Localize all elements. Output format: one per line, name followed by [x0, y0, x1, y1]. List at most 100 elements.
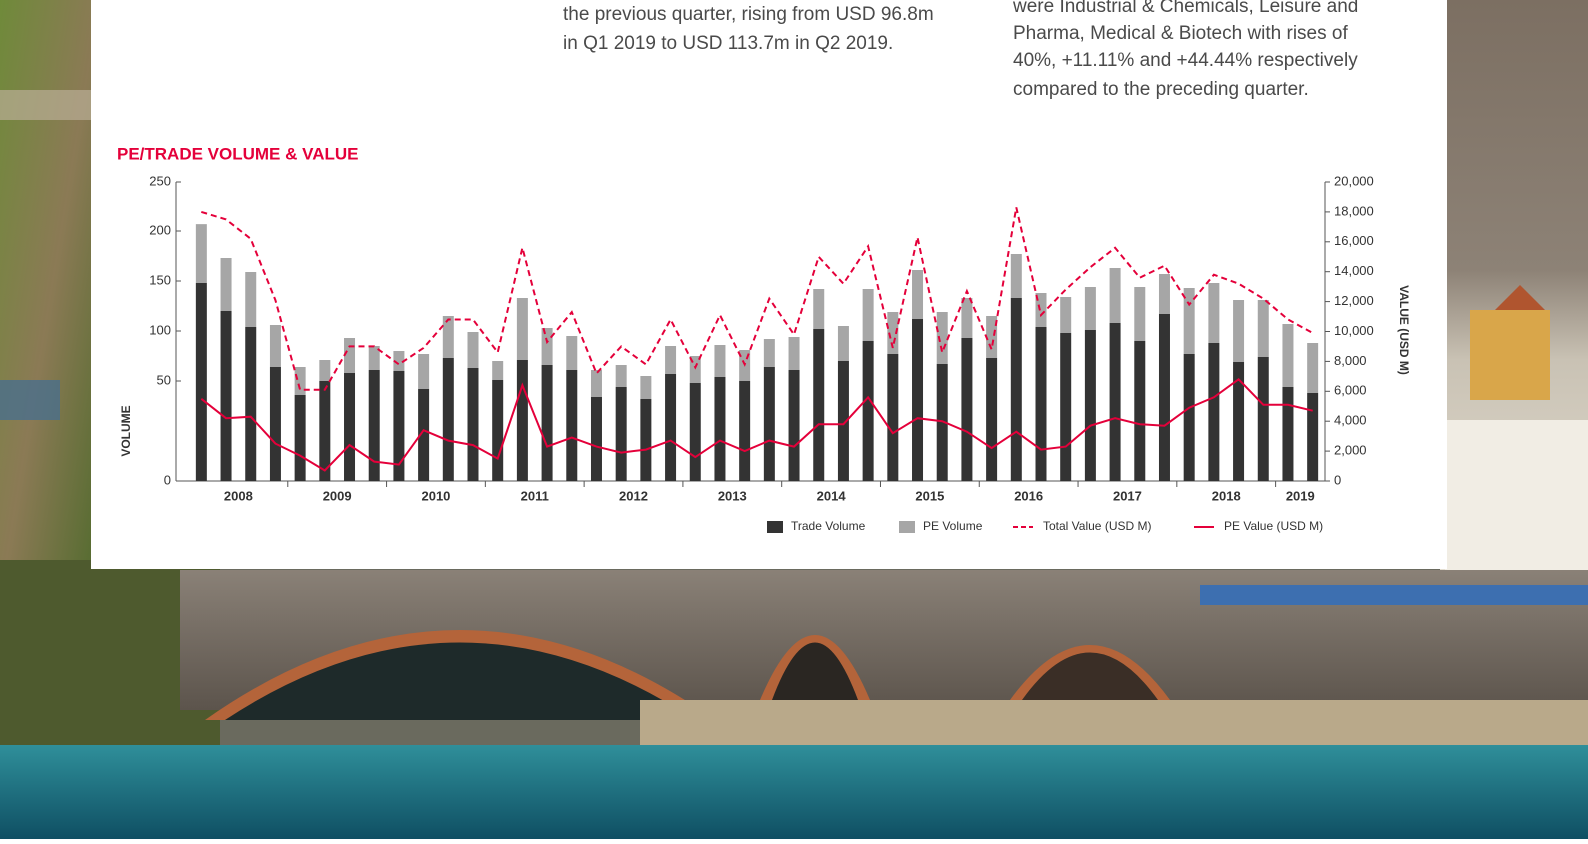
bar [1282, 324, 1293, 387]
bar [468, 368, 479, 481]
y-tick-label: 100 [149, 322, 171, 337]
y-tick-label: 200 [149, 222, 171, 237]
bar [591, 370, 602, 397]
legend-label: PE Volume [923, 519, 983, 533]
bar [1060, 333, 1071, 481]
bar [986, 358, 997, 481]
bar [1233, 300, 1244, 362]
y2-tick-label: 8,000 [1334, 353, 1367, 368]
bar [295, 395, 306, 481]
bar [517, 298, 528, 360]
bar [714, 345, 725, 377]
bar [961, 298, 972, 338]
bar [369, 370, 380, 481]
y2-tick-label: 16,000 [1334, 233, 1374, 248]
y-axis-title: VOLUME [119, 405, 133, 456]
bar [912, 270, 923, 319]
bar [344, 338, 355, 373]
body-text: the previous quarter, rising from USD 96… [563, 4, 934, 25]
bar [270, 367, 281, 481]
bar [221, 258, 232, 311]
sea [0, 745, 1588, 839]
chart-title: PE/TRADE VOLUME & VALUE [117, 144, 358, 163]
body-text: 40%, +11.11% and +44.44% respectively [1013, 50, 1358, 71]
x-tick-label: 2017 [1113, 488, 1142, 503]
bar [961, 338, 972, 481]
bar [1110, 323, 1121, 481]
bar [270, 325, 281, 367]
bar [1159, 274, 1170, 314]
bar [492, 361, 503, 380]
bar [640, 399, 651, 481]
y2-tick-label: 4,000 [1334, 413, 1367, 428]
x-tick-label: 2013 [718, 488, 747, 503]
terrace [0, 90, 100, 120]
body-text: in Q1 2019 to USD 113.7m in Q2 2019. [563, 33, 893, 54]
bar [887, 354, 898, 481]
bar [1011, 254, 1022, 298]
bar [245, 327, 256, 481]
y2-tick-label: 18,000 [1334, 203, 1374, 218]
house-left [0, 380, 60, 420]
bar [863, 341, 874, 481]
railing [1200, 585, 1588, 605]
bar [813, 289, 824, 329]
bar [739, 381, 750, 481]
bar [640, 376, 651, 399]
bar [665, 374, 676, 481]
bar [443, 358, 454, 481]
body-text: were Industrial & Chemicals, Leisure and [1012, 0, 1358, 17]
bar [196, 224, 207, 283]
bar [591, 397, 602, 481]
church [1470, 310, 1550, 400]
bar [690, 383, 701, 481]
legend-label: PE Value (USD M) [1224, 519, 1323, 533]
y-tick-label: 150 [149, 272, 171, 287]
bar [566, 370, 577, 481]
x-tick-label: 2012 [619, 488, 648, 503]
y2-tick-label: 2,000 [1334, 443, 1367, 458]
bar [1258, 300, 1269, 357]
breakwater [640, 700, 1588, 750]
bar [344, 373, 355, 481]
y2-tick-label: 20,000 [1334, 173, 1374, 188]
bar [1307, 393, 1318, 481]
bar [492, 380, 503, 481]
bar [616, 365, 627, 387]
y-tick-label: 0 [164, 472, 171, 487]
bar [1060, 297, 1071, 333]
x-tick-label: 2019 [1286, 488, 1315, 503]
page: the previous quarter, rising from USD 96… [0, 0, 1588, 839]
town-houses [1445, 420, 1588, 570]
bar [196, 283, 207, 481]
bar [1208, 283, 1219, 343]
x-tick-label: 2016 [1014, 488, 1043, 503]
bar [1307, 343, 1318, 393]
bar [1134, 341, 1145, 481]
bar [838, 326, 849, 361]
x-tick-label: 2018 [1212, 488, 1241, 503]
x-tick-label: 2014 [817, 488, 847, 503]
legend-label: Trade Volume [791, 519, 866, 533]
bar [319, 360, 330, 381]
bar [1258, 357, 1269, 481]
bar [468, 332, 479, 368]
body-text: Pharma, Medical & Biotech with rises of [1013, 23, 1348, 44]
legend-swatch [767, 521, 783, 533]
bar [863, 289, 874, 341]
y-tick-label: 250 [149, 173, 171, 188]
bar [221, 311, 232, 481]
y-tick-label: 50 [157, 372, 171, 387]
bar [714, 377, 725, 481]
body-text: compared to the preceding quarter. [1013, 79, 1309, 100]
bar [245, 272, 256, 327]
bar [1085, 287, 1096, 330]
y2-tick-label: 12,000 [1334, 293, 1374, 308]
bar [1159, 314, 1170, 481]
legend-label: Total Value (USD M) [1043, 519, 1151, 533]
bar [789, 337, 800, 370]
y2-axis-title: VALUE (USD M) [1397, 285, 1411, 375]
x-tick-label: 2009 [323, 488, 352, 503]
bar [1208, 343, 1219, 481]
bar [542, 365, 553, 481]
